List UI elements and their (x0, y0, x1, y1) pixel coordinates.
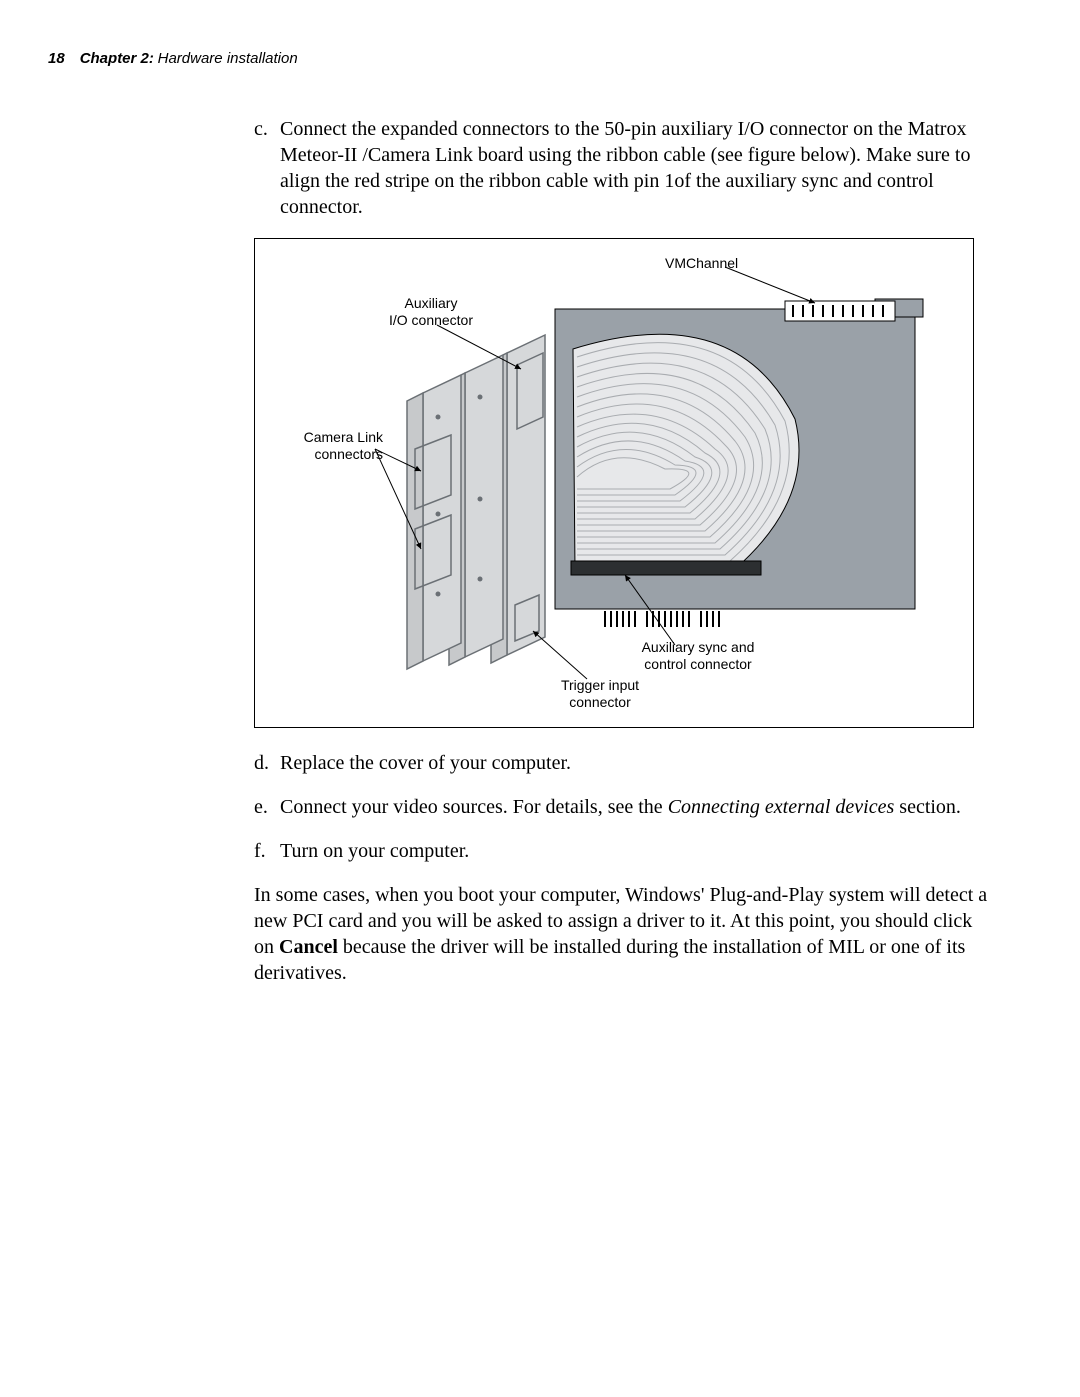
label-aux-io: Auxiliary I/O connector (371, 295, 491, 329)
step-text: Connect your video sources. For details,… (280, 794, 994, 820)
italic-run: Connecting external devices (668, 796, 895, 818)
page-header: 18 Chapter 2: Hardware installation (48, 50, 1020, 68)
step-marker: c. (254, 116, 280, 220)
label-camera-link: Camera Link connectors (283, 429, 383, 463)
closing-paragraph: In some cases, when you boot your comput… (254, 882, 994, 986)
step-marker: f. (254, 838, 280, 864)
step-text: Replace the cover of your computer. (280, 750, 994, 776)
page-number: 18 (48, 50, 65, 67)
step-marker: e. (254, 794, 280, 820)
label-line: Trigger input (561, 677, 639, 693)
figure-board-diagram: VMChannel Auxiliary I/O connector Camera… (254, 238, 974, 728)
chapter-label: Chapter 2: (80, 50, 154, 67)
bold-run: Cancel (279, 936, 338, 958)
text-run: Connect your video sources. For details,… (280, 796, 668, 818)
body-text: c. Connect the expanded connectors to th… (254, 116, 994, 986)
step-text: Connect the expanded connectors to the 5… (280, 116, 994, 220)
text-run: section. (894, 796, 961, 818)
label-line: I/O connector (389, 312, 473, 328)
step-e: e. Connect your video sources. For detai… (254, 794, 994, 820)
label-vmchannel: VMChannel (665, 255, 738, 272)
step-c: c. Connect the expanded connectors to th… (254, 116, 994, 220)
step-f: f. Turn on your computer. (254, 838, 994, 864)
page: 18 Chapter 2: Hardware installation c. C… (0, 0, 1080, 1397)
label-aux-sync: Auxiliary sync and control connector (623, 639, 773, 673)
label-line: Camera Link (304, 429, 383, 445)
label-line: connector (569, 694, 630, 710)
label-line: connectors (315, 446, 383, 462)
label-trigger: Trigger input connector (545, 677, 655, 711)
label-line: Auxiliary sync and (642, 639, 755, 655)
step-text: Turn on your computer. (280, 838, 994, 864)
label-line: control connector (644, 656, 751, 672)
board-svg (255, 239, 975, 729)
step-marker: d. (254, 750, 280, 776)
chapter-title: Hardware installation (158, 50, 298, 67)
label-line: Auxiliary (405, 295, 458, 311)
text-run: because the driver will be installed dur… (254, 936, 965, 984)
step-d: d. Replace the cover of your computer. (254, 750, 994, 776)
